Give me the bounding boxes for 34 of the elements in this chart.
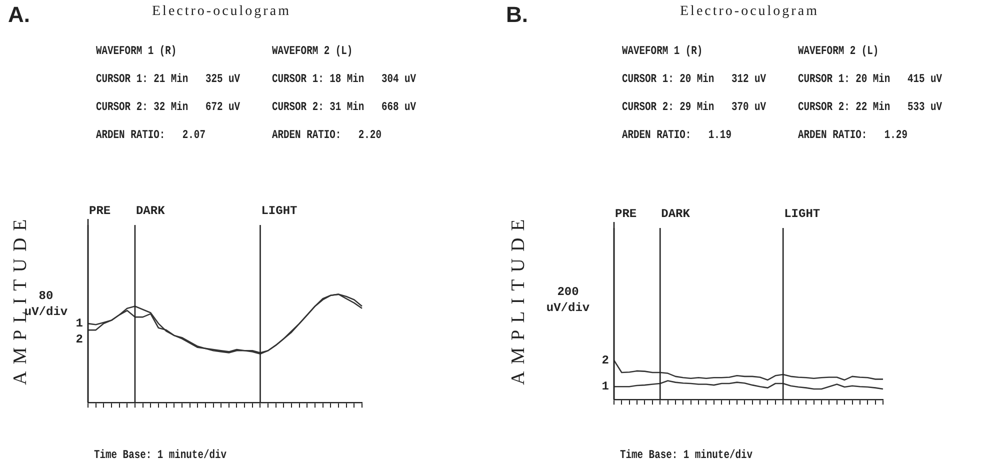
text: ARDEN RATIO: 1.19 (622, 128, 732, 142)
text: A. (8, 2, 30, 28)
text: CURSOR 1: 20 Min 312 uV (622, 72, 766, 86)
text: WAVEFORM 1 (R) (96, 44, 177, 58)
text: 200 uV/div (546, 284, 590, 316)
series-label: 2 (76, 332, 83, 347)
text: PRE (615, 207, 637, 222)
text: ARDEN RATIO: 2.07 (96, 128, 206, 142)
text: B. (506, 2, 528, 28)
text: PRE (89, 204, 111, 218)
text: WAVEFORM 1 (R) (622, 44, 703, 58)
text: DARK (136, 204, 166, 218)
text: CURSOR 2: 22 Min 533 uV (798, 100, 942, 114)
text: DARK (661, 207, 691, 222)
chart-title: Electro-oculogram (680, 4, 819, 20)
text: CURSOR 2: 29 Min 370 uV (622, 100, 766, 114)
text: CURSOR 1: 21 Min 325 uV (96, 72, 240, 86)
chart-title: Electro-oculogram (152, 4, 291, 20)
series-label: 2 (602, 353, 609, 368)
text: LIGHT (261, 204, 298, 218)
text: LIGHT (784, 207, 820, 222)
text: CURSOR 2: 32 Min 672 uV (96, 100, 240, 114)
x-axis-title: Time Base: 1 minute/div (620, 448, 753, 462)
text: CURSOR 1: 20 Min 415 uV (798, 72, 942, 86)
text: ARDEN RATIO: 2.20 (272, 128, 382, 142)
x-axis-title: Time Base: 1 minute/div (94, 448, 227, 462)
text: ARDEN RATIO: 1.29 (798, 128, 908, 142)
text: CURSOR 2: 31 Min 668 uV (272, 100, 416, 114)
text: CURSOR 1: 18 Min 304 uV (272, 72, 416, 86)
series-label: 1 (602, 380, 609, 394)
text: WAVEFORM 2 (L) (798, 44, 879, 58)
series-label: 1 (76, 316, 83, 331)
y-axis-title: AMPLITUDE (508, 212, 530, 385)
text: WAVEFORM 2 (L) (272, 44, 353, 58)
